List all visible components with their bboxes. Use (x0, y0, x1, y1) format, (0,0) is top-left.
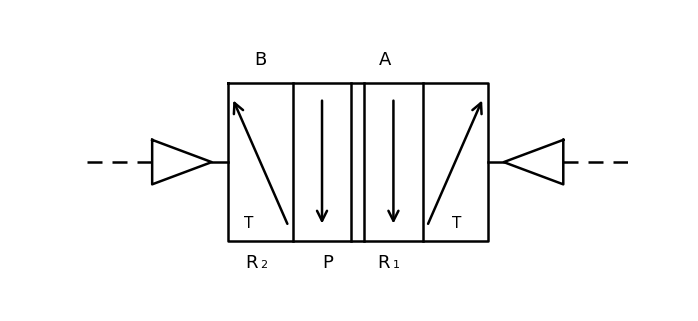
Text: A: A (378, 51, 391, 69)
Text: B: B (254, 51, 267, 69)
Text: 2: 2 (260, 260, 267, 270)
Text: R: R (245, 254, 258, 272)
Text: P: P (322, 254, 334, 272)
Text: 1: 1 (393, 260, 400, 270)
Text: R: R (378, 254, 390, 272)
Text: T: T (452, 216, 461, 231)
Text: T: T (244, 216, 253, 231)
